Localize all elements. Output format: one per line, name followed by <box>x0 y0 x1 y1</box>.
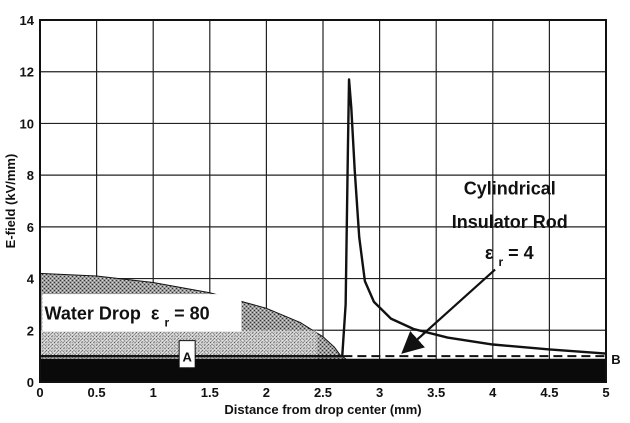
y-tick-label: 2 <box>27 323 34 338</box>
x-tick-label: 1 <box>150 385 157 400</box>
series-layer <box>40 78 607 358</box>
rod-label-line1: Cylindrical <box>464 179 556 199</box>
rod-eps-label: ε r = 4 <box>485 243 534 269</box>
water-drop-label-background <box>42 294 242 332</box>
rod-eps-sub: r <box>498 255 503 269</box>
water-drop-eps-value: = 80 <box>174 303 210 323</box>
x-tick-label: 3 <box>376 385 383 400</box>
rod-eps-value: = 4 <box>508 243 534 263</box>
y-tick-label: 10 <box>20 116 34 131</box>
y-tick-label: 8 <box>27 168 34 183</box>
efield-series-line <box>40 78 607 358</box>
rod-label-line2: Insulator Rod <box>452 212 568 232</box>
substrate-region <box>40 358 606 382</box>
x-tick-label: 4.5 <box>540 385 558 400</box>
x-tick-labels: 0 0.5 1 1.5 2 2.5 3 3.5 4 4.5 5 <box>36 385 609 400</box>
water-drop-eps-sub: r <box>164 315 169 329</box>
rod-eps: ε <box>485 243 494 263</box>
x-tick-label: 0 <box>36 385 43 400</box>
y-tick-label: 14 <box>20 13 35 28</box>
plot-frame <box>39 19 607 383</box>
x-tick-label: 4 <box>489 385 497 400</box>
point-a-label: A <box>182 349 192 364</box>
y-axis-label: E-field (kV/mm) <box>3 154 18 249</box>
water-drop-eps: ε <box>151 303 160 323</box>
x-tick-label: 0.5 <box>88 385 106 400</box>
y-tick-label: 6 <box>27 220 34 235</box>
x-tick-label: 2.5 <box>314 385 332 400</box>
y-tick-labels: 0 2 4 6 8 10 12 14 <box>20 13 35 390</box>
rod-annotation: Cylindrical Insulator Rod ε r = 4 <box>401 179 568 354</box>
x-tick-label: 3.5 <box>427 385 445 400</box>
y-tick-label: 0 <box>27 375 34 390</box>
rod-arrow <box>401 268 496 354</box>
water-drop-label: Water Drop ε r = 80 <box>45 303 210 329</box>
y-tick-label: 4 <box>27 272 35 287</box>
point-a-annotation: A <box>178 340 196 369</box>
water-drop-annotation: Water Drop ε r = 80 <box>42 294 242 332</box>
point-b-label: B <box>611 352 620 367</box>
x-tick-label: 5 <box>602 385 609 400</box>
point-a-background <box>178 340 196 369</box>
water-drop-text: Water Drop <box>45 303 141 323</box>
x-tick-label: 2 <box>263 385 270 400</box>
x-tick-label: 1.5 <box>201 385 219 400</box>
y-tick-label: 12 <box>20 65 34 80</box>
x-axis-label: Distance from drop center (mm) <box>224 402 421 417</box>
